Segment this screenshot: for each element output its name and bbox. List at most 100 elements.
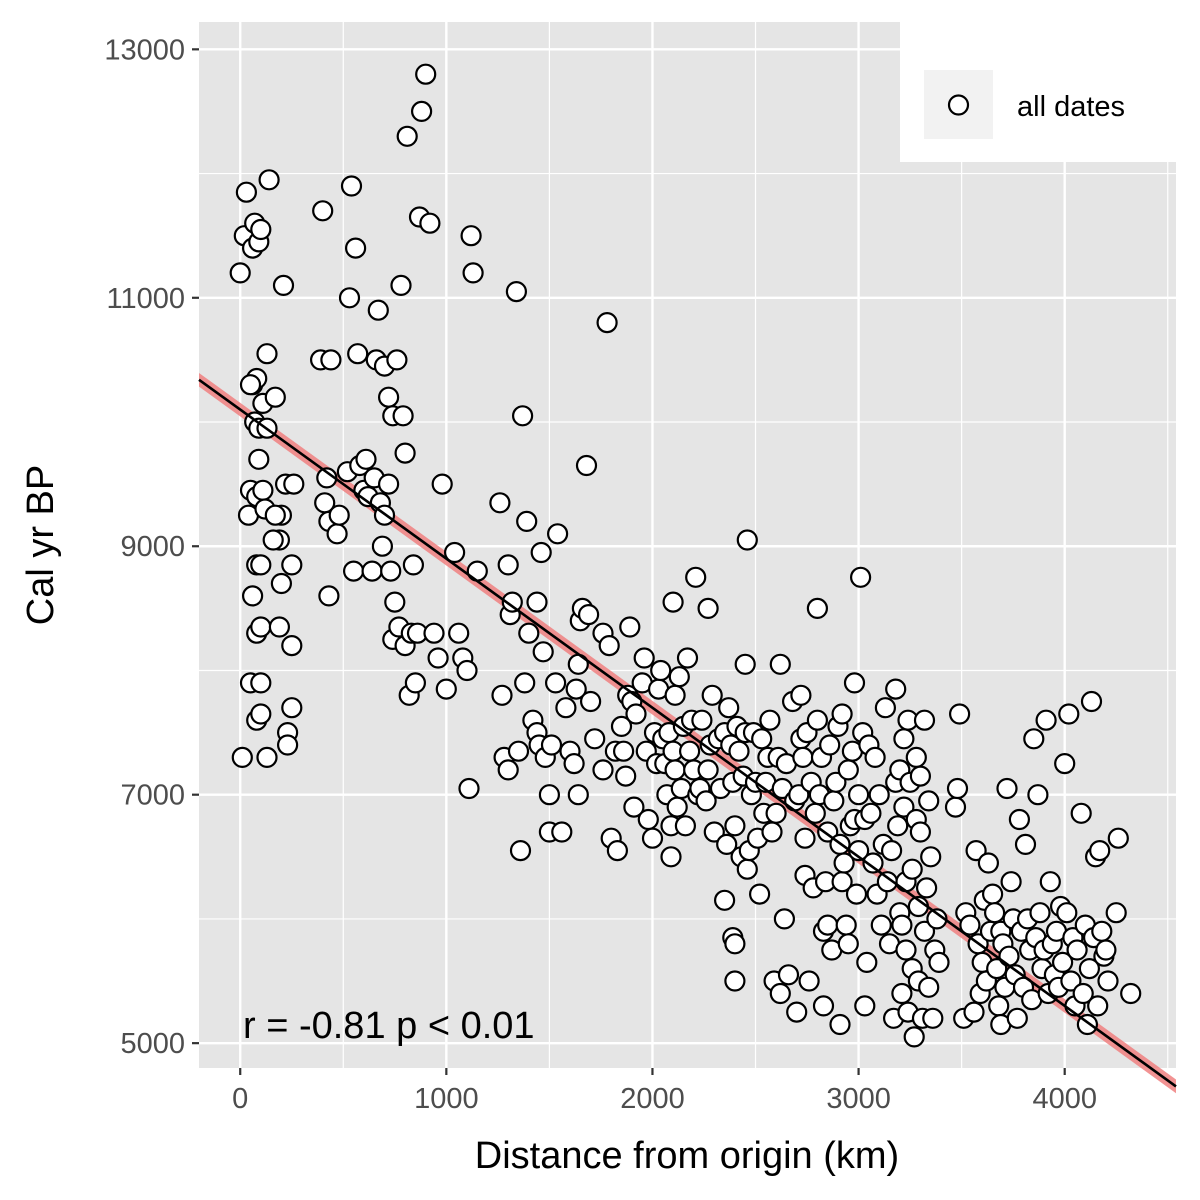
data-point: [530, 541, 552, 564]
data-point: [250, 218, 272, 241]
data-point: [427, 647, 449, 669]
data-point: [736, 529, 758, 551]
data-point: [231, 746, 253, 769]
data-point: [497, 554, 519, 576]
data-point: [538, 784, 561, 806]
data-point: [823, 790, 845, 812]
data-point: [612, 740, 635, 762]
data-point: [378, 473, 400, 495]
data-point: [328, 504, 350, 526]
data-point: [1070, 802, 1092, 824]
legend: all dates: [900, 22, 1176, 162]
data-point: [256, 343, 278, 365]
data-point: [575, 454, 598, 477]
data-point: [913, 709, 936, 731]
data-point: [272, 274, 295, 296]
data-point: [662, 591, 684, 613]
data-point: [435, 678, 457, 700]
data-point: [518, 622, 540, 644]
data-point: [1078, 957, 1101, 980]
data-point: [691, 709, 713, 731]
data-point: [235, 181, 257, 203]
data-point: [1000, 871, 1022, 893]
data-point: [239, 374, 262, 396]
axes-layer: 0 1000 2000 3000 4000 5000 7000 9000 11000 13000: [104, 34, 1097, 1115]
data-point: [340, 175, 363, 197]
data-point: [507, 740, 530, 762]
data-point: [402, 554, 424, 576]
data-point: [491, 684, 513, 706]
data-point: [390, 274, 412, 296]
data-point: [918, 790, 940, 812]
data-point: [497, 759, 519, 781]
data-point: [901, 858, 923, 880]
y-tick-label: 11000: [107, 283, 186, 315]
data-point: [384, 591, 406, 613]
data-point: [759, 709, 781, 731]
data-point: [516, 510, 538, 533]
data-point: [1006, 1007, 1028, 1029]
data-point: [829, 1013, 851, 1036]
data-point: [633, 647, 655, 669]
data-point: [676, 647, 699, 669]
data-point: [641, 827, 664, 849]
data-point: [833, 852, 855, 874]
data-point: [281, 554, 303, 576]
y-axis-title: Cal yr BP: [20, 465, 62, 625]
data-point: [695, 790, 717, 812]
data-points-layer: [229, 63, 1142, 1048]
data-point: [264, 504, 286, 526]
data-point: [885, 678, 907, 700]
data-point: [540, 734, 563, 756]
data-point: [728, 740, 750, 762]
data-point: [380, 560, 402, 582]
data-point: [1091, 920, 1113, 942]
data-point: [250, 554, 272, 576]
data-point: [252, 479, 274, 501]
data-point: [1054, 752, 1076, 775]
data-point: [893, 796, 915, 818]
data-point: [262, 529, 284, 551]
data-point: [355, 448, 377, 470]
data-point: [1060, 970, 1082, 992]
data-point: [281, 634, 303, 657]
data-point: [637, 808, 659, 831]
data-point: [870, 914, 892, 936]
data-point: [736, 858, 758, 880]
data-point: [423, 622, 445, 644]
regression-line: [198, 378, 1177, 1088]
data-point: [242, 585, 264, 607]
data-point: [1089, 839, 1111, 862]
data-point: [983, 902, 1006, 924]
data-point: [345, 237, 367, 259]
data-point: [920, 846, 942, 868]
x-axis-title: Distance from origin (km): [475, 1135, 899, 1177]
data-point: [650, 659, 672, 682]
data-point: [977, 852, 1000, 874]
data-point: [258, 169, 280, 191]
data-point: [913, 920, 936, 942]
data-point: [825, 771, 847, 793]
legend-label: all dates: [1017, 91, 1125, 123]
data-point: [592, 759, 614, 781]
data-point: [509, 839, 532, 862]
data-point: [281, 697, 303, 719]
data-point: [981, 883, 1004, 905]
data-point: [361, 560, 383, 582]
data-point: [837, 759, 859, 781]
data-point: [596, 312, 618, 334]
data-point: [411, 100, 433, 123]
data-point: [489, 492, 511, 514]
data-point: [769, 982, 791, 1005]
data-point: [404, 672, 426, 694]
data-point: [837, 933, 859, 955]
data-point: [462, 262, 484, 284]
legend-key-point: [947, 94, 970, 116]
data-point: [660, 846, 682, 868]
data-point: [1120, 982, 1142, 1005]
y-tick-label: 9000: [120, 531, 185, 563]
data-point: [551, 821, 573, 843]
data-point: [761, 821, 783, 843]
data-point: [623, 796, 645, 818]
data-point: [903, 1026, 925, 1048]
